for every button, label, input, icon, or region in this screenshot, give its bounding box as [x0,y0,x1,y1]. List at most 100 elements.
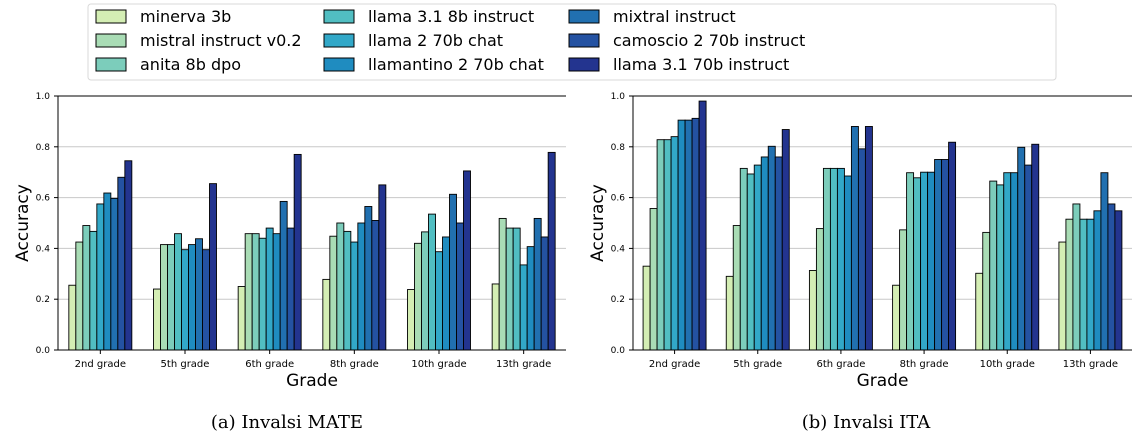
bar [520,265,527,350]
bar [1018,147,1025,350]
legend-swatch [569,34,599,47]
bar [506,228,513,350]
bar [238,287,245,351]
bar [323,279,330,350]
y-tick-label: 0.0 [611,346,626,356]
bar [761,157,768,350]
bar [823,168,830,350]
x-tick-label: 5th grade [733,359,782,370]
bar [949,142,956,350]
x-tick-label: 2nd grade [75,359,126,370]
bar [252,234,259,350]
bar [928,172,935,350]
legend-label: anita 8b dpo [140,55,241,74]
bar [527,247,534,350]
chart-caption: (b) Invalsi ITA [802,412,931,433]
bar [983,232,990,350]
bar [358,223,365,350]
bar [365,206,372,350]
bar [1004,173,1011,350]
bar [436,252,443,350]
x-tick-label: 6th grade [816,359,865,370]
bar [266,228,273,350]
bar [1059,242,1066,350]
bar [733,226,740,350]
legend-label: llama 2 70b chat [368,31,503,50]
legend-swatch [324,58,354,71]
legend-label: camoscio 2 70b instruct [613,31,805,50]
bar [1080,219,1087,350]
chart-invalsi-ita: 0.0 0.2 0.4 0.6 0.8 1.0 2nd grade 5th grade 6th … [588,92,1132,433]
bar [280,201,287,350]
legend-swatch [569,58,599,71]
bar [83,226,90,350]
x-tick-label: 13th grade [496,359,551,370]
bar [548,152,555,350]
bar [942,160,949,351]
y-tick-label: 1.0 [611,92,626,102]
bar [76,242,83,350]
bar [726,276,733,350]
bar [287,228,294,350]
legend-label: minerva 3b [140,7,231,26]
y-tick-label: 0.2 [611,295,625,305]
bar [379,185,386,350]
bar [422,232,429,350]
bar [69,285,76,350]
y-tick-label: 0.6 [36,194,51,204]
bar [330,236,337,350]
x-tick-label: 8th grade [900,359,949,370]
legend-swatch [324,10,354,23]
x-axis-label: Grade [857,371,909,391]
bar [699,101,706,350]
x-tick-label: 13th grade [1063,359,1118,370]
bar [154,289,161,350]
bar [203,250,210,350]
bar [534,218,541,350]
bar [457,223,464,350]
bar [1108,204,1115,350]
bar [921,172,928,350]
x-tick-label: 2nd grade [649,359,700,370]
legend-label: llama 3.1 8b instruct [368,7,534,26]
y-tick-label: 1.0 [36,92,51,102]
bar [125,161,132,350]
bar [196,239,203,350]
bar [671,137,678,350]
legend-label: llamantino 2 70b chat [368,55,544,74]
bar [415,243,422,350]
bar [1073,204,1080,350]
bar [273,234,280,350]
legend-label: llama 3.1 70b instruct [613,55,789,74]
bar [541,237,548,350]
bar [492,284,499,350]
bar [259,238,266,350]
bar [513,228,520,350]
x-tick-label: 10th grade [980,359,1035,370]
legend-label: mixtral instruct [613,7,736,26]
bar [754,165,761,350]
bar [865,126,872,350]
bar [344,231,351,350]
bar [429,214,436,350]
bar [844,176,851,350]
bar [1025,165,1032,350]
y-tick-label: 0.2 [36,295,50,305]
bar [175,234,182,350]
bar [692,118,699,350]
y-axis-label: Accuracy [588,184,608,262]
bar [935,160,942,351]
bar [990,181,997,350]
bar [443,237,450,350]
bar [907,173,914,350]
bar [97,204,104,350]
bar [245,234,252,350]
bar [111,198,118,350]
bar [997,185,1004,350]
bar [168,245,175,350]
bar [809,270,816,350]
bar [837,168,844,350]
legend-swatch [324,34,354,47]
chart-invalsi-mate: 0.0 0.2 0.4 0.6 0.8 1.0 2nd grade 5th grade 6th … [13,92,566,433]
